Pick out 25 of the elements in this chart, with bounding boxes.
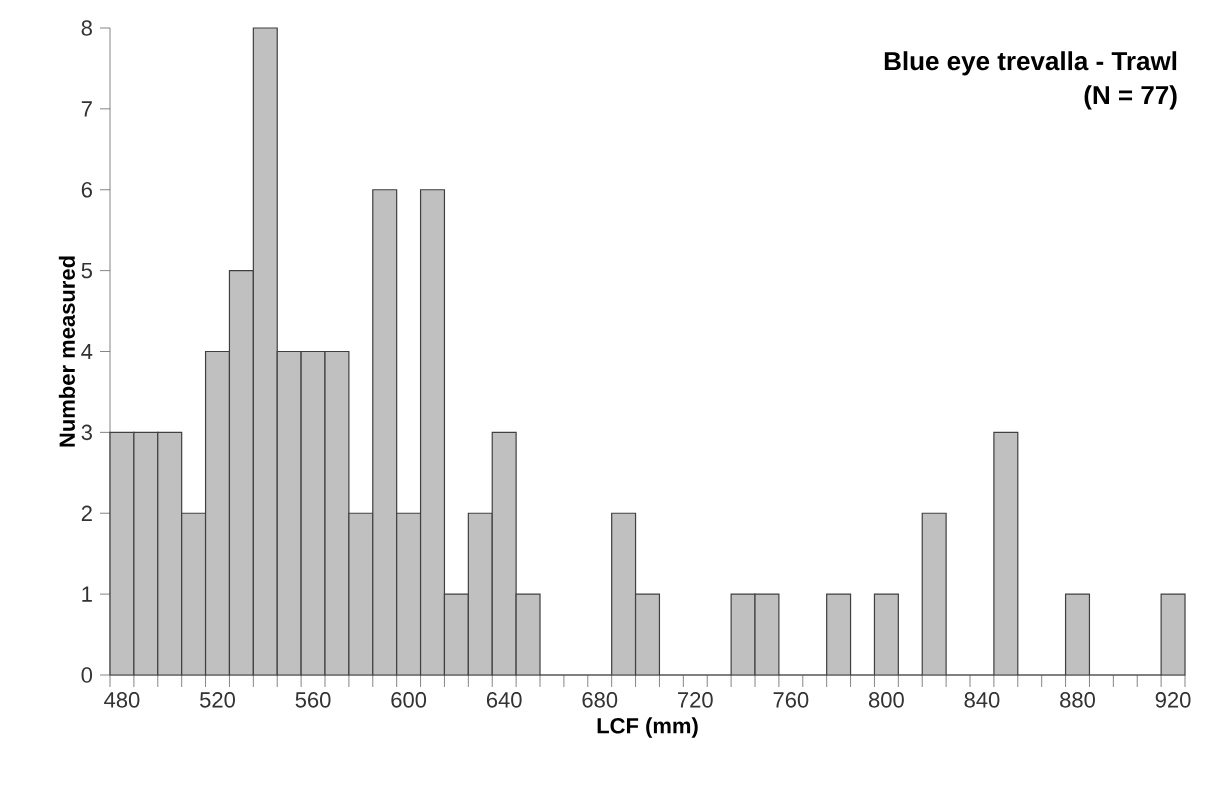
x-tick-label: 640 xyxy=(486,692,522,708)
y-tick-label: 8 xyxy=(81,20,92,36)
x-tick-label: 680 xyxy=(582,692,618,708)
y-tick-label: 0 xyxy=(81,667,93,683)
y-tick-label: 3 xyxy=(81,424,92,441)
x-tick-label: 520 xyxy=(200,692,235,708)
x-tick-label: 560 xyxy=(295,692,331,708)
x-tick-label: 480 xyxy=(104,692,140,708)
x-tick-label: 920 xyxy=(1155,692,1191,708)
x-tick-label: 840 xyxy=(964,692,1000,708)
text: Blue eye trevalla - Trawl xyxy=(884,51,1177,76)
x-tick-label: 600 xyxy=(391,692,427,708)
y-tick-label: 1 xyxy=(82,586,92,602)
y-tick-label: 7 xyxy=(81,101,92,117)
y-axis-title: Number measured xyxy=(58,256,75,447)
y-tick-label: 4 xyxy=(81,343,93,360)
x-tick-label: 800 xyxy=(868,692,904,708)
x-axis-title: LCF (mm) xyxy=(597,717,698,738)
x-tick-label: 760 xyxy=(773,692,809,708)
y-tick-label: 2 xyxy=(81,505,92,521)
x-tick-label: 720 xyxy=(678,692,713,708)
text: (N = 77) xyxy=(1084,85,1177,110)
y-tick-label: 5 xyxy=(81,262,92,279)
y-tick-label: 6 xyxy=(81,181,92,198)
x-tick-label: 880 xyxy=(1060,692,1095,708)
